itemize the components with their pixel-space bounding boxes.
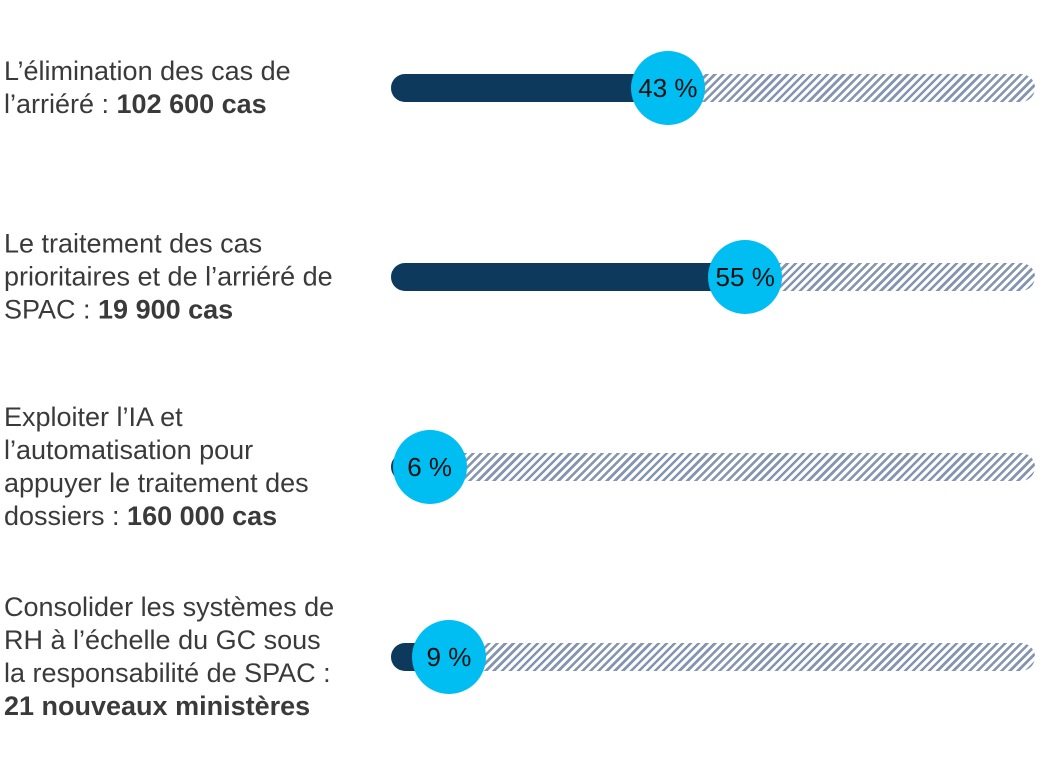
label-segment: L’élimination des cas de [4,56,291,86]
percent-bubble: 43 % [630,51,705,125]
label-line: dossiers : 160 000 cas [4,500,390,533]
percent-label: 55 % [715,261,775,292]
label-segment-bold: 102 600 cas [116,89,267,119]
label-segment: dossiers : [4,501,128,531]
row-label: L’élimination des cas de l’arriéré : 102 … [4,55,390,121]
label-segment-bold: 19 900 cas [98,294,234,325]
label-line: Exploiter l’IA et [4,401,390,434]
row-label: Le traitement des cas prioritaires et de … [4,228,390,327]
label-line: l’automatisation pour [4,434,390,467]
percent-label: 9 % [426,641,472,672]
percent-label: 6 % [407,451,453,482]
progress-fill [391,263,746,291]
label-segment: Le traitement des cas [4,228,263,259]
label-segment: l’automatisation pour [4,435,254,465]
label-segment: SPAC : [4,294,99,325]
label-line: SPAC : 19 900 cas [4,294,390,327]
label-segment-bold: 21 nouveaux ministères [4,691,311,721]
percent-bubble: 9 % [411,620,486,694]
label-line: la responsabilité de SPAC : [4,657,390,690]
progress-track: 43 % [391,51,1035,125]
label-line: prioritaires et de l’arriéré de [4,261,390,294]
percent-bubble: 55 % [708,240,783,314]
label-line: Le traitement des cas [4,228,390,261]
label-segment: appuyer le traitement des [4,468,309,498]
label-line: 21 nouveaux ministères [4,690,390,723]
row-label: Consolider les systèmes de RH à l’échelle… [4,591,390,723]
label-segment: RH à l’échelle du GC sous [4,625,321,655]
label-segment: la responsabilité de SPAC : [4,658,331,688]
label-line: Consolider les systèmes de [4,591,390,624]
progress-track: 6 % [391,430,1035,504]
label-segment: Exploiter l’IA et [4,402,183,432]
label-segment: prioritaires et de l’arriéré de [4,261,333,292]
percent-label: 43 % [638,72,698,103]
progress-fill [391,74,668,102]
row-label: Exploiter l’IA et l’automatisation pour ap… [4,401,390,533]
label-segment: l’arriéré : [4,89,117,119]
progress-track: 55 % [391,240,1035,314]
label-line: RH à l’échelle du GC sous [4,624,390,657]
label-line: appuyer le traitement des [4,467,390,500]
progress-track: 9 % [391,620,1035,694]
label-segment-bold: 160 000 cas [127,501,278,531]
label-line: L’élimination des cas de [4,55,390,88]
label-line: l’arriéré : 102 600 cas [4,88,390,121]
percent-bubble: 6 % [392,430,467,504]
label-segment: Consolider les systèmes de [4,592,335,622]
